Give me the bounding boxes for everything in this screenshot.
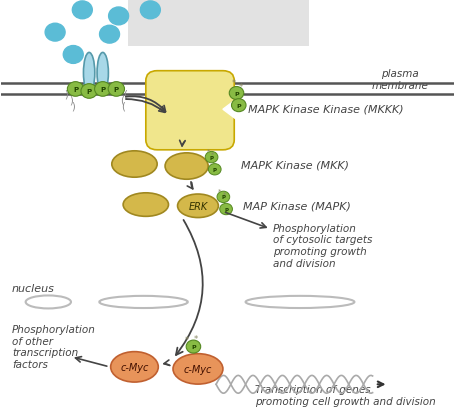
- Text: Phosphorylation
of cytosolic targets
promoting growth
and division: Phosphorylation of cytosolic targets pro…: [273, 223, 372, 268]
- Circle shape: [95, 83, 111, 97]
- Text: Phosphorylation
of other
transcription
factors: Phosphorylation of other transcription f…: [12, 324, 96, 369]
- Text: plasma
membrane: plasma membrane: [371, 69, 428, 90]
- Circle shape: [108, 83, 125, 97]
- Text: P: P: [224, 207, 228, 212]
- Wedge shape: [223, 96, 248, 124]
- Circle shape: [109, 8, 128, 26]
- Text: *: *: [211, 151, 215, 157]
- Circle shape: [73, 2, 92, 20]
- Circle shape: [45, 24, 65, 42]
- Text: P: P: [234, 91, 239, 96]
- Text: *: *: [193, 334, 198, 343]
- Text: *: *: [184, 335, 189, 344]
- Text: nucleus: nucleus: [12, 283, 55, 293]
- Text: (: (: [120, 95, 124, 105]
- Circle shape: [220, 204, 232, 215]
- Text: Transcription of genes
promoting cell growth and division: Transcription of genes promoting cell gr…: [255, 384, 436, 406]
- Text: P: P: [237, 103, 241, 108]
- Circle shape: [186, 340, 201, 353]
- Text: ): ): [72, 101, 75, 111]
- Circle shape: [100, 26, 119, 44]
- Text: *: *: [218, 188, 221, 194]
- Text: P: P: [114, 87, 119, 93]
- Text: c-Myc: c-Myc: [120, 362, 149, 372]
- Ellipse shape: [173, 354, 223, 384]
- Text: ): ): [69, 95, 73, 105]
- Ellipse shape: [178, 195, 219, 218]
- Text: P: P: [191, 344, 196, 349]
- Text: P: P: [87, 89, 91, 95]
- Text: (: (: [123, 89, 128, 99]
- Circle shape: [140, 2, 160, 20]
- Circle shape: [67, 83, 84, 97]
- Text: *: *: [223, 191, 226, 197]
- Text: *: *: [207, 148, 210, 154]
- Ellipse shape: [97, 53, 109, 94]
- Ellipse shape: [112, 151, 157, 178]
- Text: *: *: [239, 83, 243, 92]
- Text: MAPK Kinase (MKK): MAPK Kinase (MKK): [241, 160, 349, 171]
- Text: P: P: [213, 167, 217, 172]
- Ellipse shape: [110, 352, 158, 382]
- FancyArrowPatch shape: [176, 220, 203, 355]
- Ellipse shape: [83, 53, 95, 94]
- Circle shape: [205, 152, 218, 163]
- Text: ): ): [64, 89, 68, 99]
- Text: ERK: ERK: [188, 201, 208, 211]
- Ellipse shape: [165, 153, 208, 180]
- Text: P: P: [73, 87, 78, 93]
- FancyBboxPatch shape: [128, 1, 309, 47]
- Circle shape: [209, 164, 221, 175]
- Circle shape: [63, 47, 83, 64]
- Text: P: P: [100, 87, 105, 93]
- Text: c-Myc: c-Myc: [184, 364, 212, 374]
- Text: P: P: [210, 155, 214, 160]
- Circle shape: [81, 85, 97, 99]
- Ellipse shape: [123, 193, 168, 217]
- FancyBboxPatch shape: [146, 72, 234, 151]
- Circle shape: [229, 87, 244, 100]
- Text: (: (: [121, 101, 125, 111]
- Circle shape: [217, 192, 230, 203]
- Circle shape: [231, 99, 246, 112]
- Text: MAP Kinase (MAPK): MAP Kinase (MAPK): [243, 201, 351, 211]
- Text: P: P: [221, 195, 225, 200]
- Text: *: *: [232, 79, 237, 88]
- Text: MAPK Kinase Kinase (MKKK): MAPK Kinase Kinase (MKKK): [248, 104, 403, 114]
